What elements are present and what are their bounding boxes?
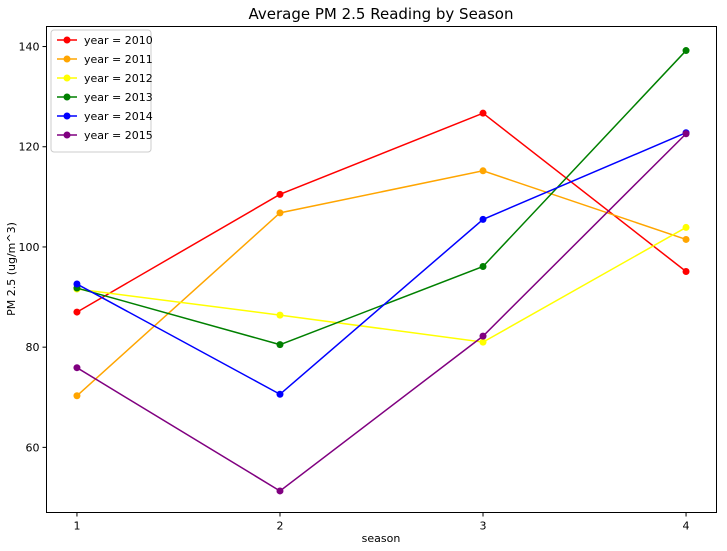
series-line-year-2014: [76, 132, 687, 396]
data-point-year-2010: [479, 109, 487, 117]
legend: year = 2010 year = 2011 year = 2012 year = …: [50, 29, 153, 153]
legend-entry: year = 2013: [84, 91, 153, 104]
y-tick-label: 80: [26, 341, 40, 354]
y-tick-label: 100: [19, 241, 40, 254]
series-line-year-2013: [76, 50, 687, 346]
series-line-year-2010: [76, 112, 687, 313]
y-tick-label: 140: [19, 41, 40, 54]
legend-marker: [63, 36, 71, 44]
x-tick-label: 3: [480, 520, 487, 533]
data-point-year-2015: [276, 487, 284, 495]
legend-entry: year = 2011: [84, 53, 153, 66]
legend-box: [50, 29, 152, 153]
data-point-year-2015: [682, 130, 690, 138]
x-axis-label: season: [362, 532, 401, 545]
legend-marker: [63, 93, 71, 101]
data-point-year-2015: [479, 332, 487, 340]
series-line-year-2011: [76, 170, 687, 397]
legend-marker: [63, 131, 71, 139]
chart-title: Average PM 2.5 Reading by Season: [248, 5, 513, 23]
legend-entry: year = 2015: [84, 129, 153, 142]
plot-area: [73, 47, 690, 495]
legend-marker: [63, 74, 71, 82]
legend-entry: year = 2014: [84, 110, 153, 123]
x-tick-label: 2: [276, 520, 283, 533]
x-tick-label: 1: [73, 520, 80, 533]
data-point-year-2011: [479, 167, 487, 175]
data-point-year-2012: [479, 338, 487, 346]
data-point-year-2014: [479, 215, 487, 223]
y-axis-label: PM 2.5 (ug/m^3): [5, 222, 18, 316]
data-point-year-2013: [479, 262, 487, 270]
y-tick-label: 120: [19, 141, 40, 154]
legend-entry: year = 2012: [84, 72, 153, 85]
data-point-year-2010: [276, 190, 284, 198]
series-line-year-2015: [76, 133, 687, 492]
data-point-year-2014: [276, 390, 284, 398]
legend-entry: year = 2010: [84, 34, 153, 47]
data-point-year-2015: [73, 364, 81, 372]
series-line-year-2012: [76, 226, 687, 343]
legend-marker: [63, 112, 71, 120]
data-point-year-2013: [276, 341, 284, 349]
legend-marker: [63, 55, 71, 63]
data-point-year-2011: [73, 392, 81, 400]
x-tick-label: 4: [683, 520, 690, 533]
data-point-year-2014: [73, 280, 81, 288]
data-point-year-2011: [276, 209, 284, 217]
data-point-year-2012: [276, 311, 284, 319]
data-point-year-2011: [682, 235, 690, 243]
plot-frame: [46, 26, 717, 513]
y-tick-label: 60: [26, 441, 40, 454]
data-point-year-2010: [682, 268, 690, 276]
data-point-year-2010: [73, 308, 81, 316]
data-point-year-2012: [682, 223, 690, 231]
data-point-year-2013: [682, 47, 690, 55]
